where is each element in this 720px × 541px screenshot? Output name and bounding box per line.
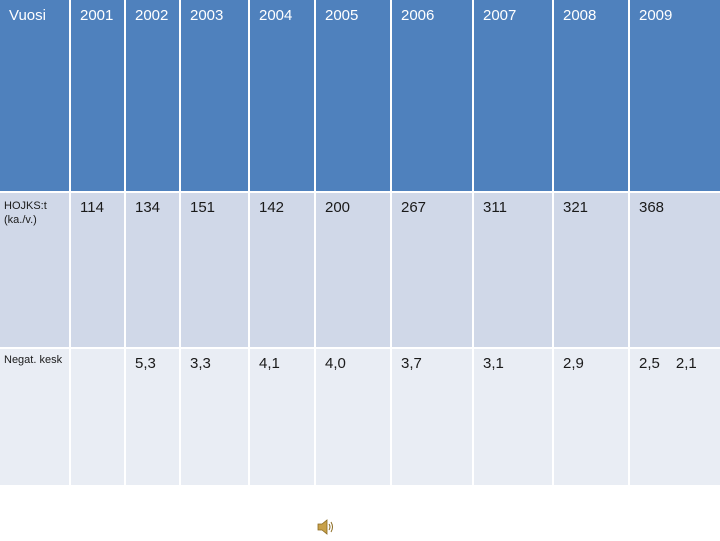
header-cell-2005: 2005 bbox=[316, 0, 390, 191]
table-cell bbox=[71, 349, 124, 485]
row-label-negat: Negat. kesk bbox=[0, 349, 69, 485]
header-cell-2003: 2003 bbox=[181, 0, 248, 191]
row-label-line2: (ka./v.) bbox=[4, 214, 37, 226]
table-cell: 4,0 bbox=[316, 349, 390, 485]
table-cell-last: 2,5 2,1 bbox=[630, 349, 720, 485]
table-cell: 3,7 bbox=[392, 349, 472, 485]
table-row-hojks: HOJKS:t (ka./v.) 114 134 151 142 200 267… bbox=[0, 193, 720, 347]
row-label-text: Negat. kesk bbox=[4, 354, 63, 366]
header-cell-2001: 2001 bbox=[71, 0, 124, 191]
table-cell: 200 bbox=[316, 193, 390, 347]
header-cell-2007: 2007 bbox=[474, 0, 552, 191]
table-cell: 368 bbox=[630, 193, 720, 347]
table-cell: 4,1 bbox=[250, 349, 314, 485]
table-cell: 142 bbox=[250, 193, 314, 347]
table-cell: 114 bbox=[71, 193, 124, 347]
table-cell: 5,3 bbox=[126, 349, 179, 485]
table-cell: 151 bbox=[181, 193, 248, 347]
speaker-icon[interactable] bbox=[316, 518, 336, 536]
row-label-line1: HOJKS:t bbox=[4, 200, 47, 212]
cell-value: 2,5 bbox=[639, 355, 660, 372]
cell-extra-value: 2,1 bbox=[675, 355, 697, 372]
header-row: Vuosi 2001 2002 2003 2004 2005 2006 2007… bbox=[0, 0, 720, 191]
header-cell-2004: 2004 bbox=[250, 0, 314, 191]
table-cell: 134 bbox=[126, 193, 179, 347]
table-cell: 311 bbox=[474, 193, 552, 347]
header-cell-2006: 2006 bbox=[392, 0, 472, 191]
table-cell: 2,9 bbox=[554, 349, 628, 485]
header-cell-label: Vuosi bbox=[0, 0, 69, 191]
table-row-negat: Negat. kesk 5,3 3,3 4,1 4,0 3,7 3,1 2,9 … bbox=[0, 349, 720, 485]
data-table: Vuosi 2001 2002 2003 2004 2005 2006 2007… bbox=[0, 0, 720, 485]
table-cell: 3,3 bbox=[181, 349, 248, 485]
header-cell-2009: 2009 bbox=[630, 0, 720, 191]
table-cell: 321 bbox=[554, 193, 628, 347]
table-cell: 267 bbox=[392, 193, 472, 347]
header-cell-2002: 2002 bbox=[126, 0, 179, 191]
row-label-hojks: HOJKS:t (ka./v.) bbox=[0, 193, 69, 347]
table-cell: 3,1 bbox=[474, 349, 552, 485]
header-cell-2008: 2008 bbox=[554, 0, 628, 191]
